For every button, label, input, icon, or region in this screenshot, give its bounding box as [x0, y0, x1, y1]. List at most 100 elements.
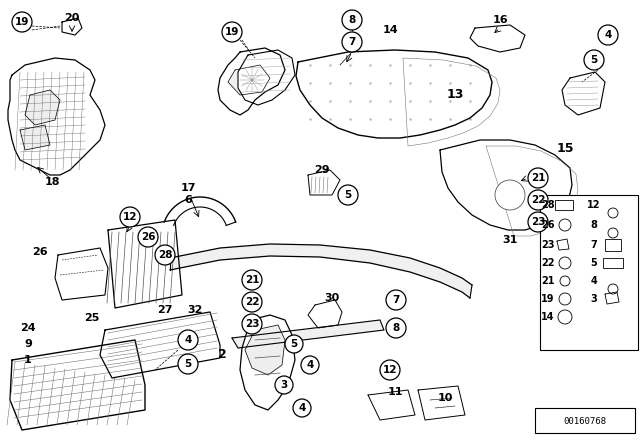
Polygon shape [238, 50, 295, 105]
Text: 19: 19 [225, 27, 239, 37]
Text: 4: 4 [307, 360, 314, 370]
Circle shape [242, 270, 262, 290]
Polygon shape [440, 140, 572, 230]
Polygon shape [418, 386, 465, 420]
Polygon shape [8, 58, 105, 175]
Text: 5: 5 [591, 258, 597, 268]
Polygon shape [108, 220, 182, 308]
Text: 14: 14 [382, 25, 398, 35]
Circle shape [242, 314, 262, 334]
Circle shape [559, 293, 571, 305]
Text: 7: 7 [591, 240, 597, 250]
Text: 5: 5 [344, 190, 351, 200]
Bar [555, 200, 573, 210]
Bar [535, 408, 635, 433]
Text: 7: 7 [392, 295, 400, 305]
Polygon shape [25, 90, 60, 125]
Polygon shape [10, 340, 145, 430]
Text: 26: 26 [541, 220, 555, 230]
Text: 11: 11 [387, 387, 403, 397]
Circle shape [222, 22, 242, 42]
Text: 28: 28 [157, 250, 172, 260]
Circle shape [380, 360, 400, 380]
Circle shape [386, 290, 406, 310]
Polygon shape [605, 292, 619, 304]
Text: 16: 16 [492, 15, 508, 25]
Circle shape [155, 245, 175, 265]
Polygon shape [170, 244, 472, 298]
Circle shape [598, 25, 618, 45]
Text: 26: 26 [32, 247, 48, 257]
Text: 23: 23 [531, 217, 545, 227]
Text: 19: 19 [541, 294, 555, 304]
Text: 31: 31 [502, 235, 518, 245]
Text: 00160768: 00160768 [563, 417, 607, 426]
Circle shape [138, 227, 158, 247]
Polygon shape [562, 72, 605, 115]
Text: 21: 21 [531, 173, 545, 183]
Text: 32: 32 [188, 305, 203, 315]
Text: 22: 22 [531, 195, 545, 205]
Circle shape [495, 180, 525, 210]
Polygon shape [470, 25, 525, 52]
Text: 7: 7 [348, 37, 356, 47]
Circle shape [559, 257, 571, 269]
Text: 4: 4 [604, 30, 612, 40]
Text: 4: 4 [184, 335, 192, 345]
Polygon shape [20, 125, 50, 150]
Circle shape [342, 10, 362, 30]
Text: 1: 1 [24, 355, 32, 365]
Text: 4: 4 [298, 403, 306, 413]
Text: 3: 3 [280, 380, 287, 390]
Text: 23: 23 [541, 240, 555, 250]
Text: 8: 8 [392, 323, 399, 333]
Text: 8: 8 [591, 220, 597, 230]
Text: 29: 29 [314, 165, 330, 175]
Circle shape [559, 219, 571, 231]
Text: 2: 2 [218, 349, 227, 362]
Polygon shape [296, 50, 492, 138]
Polygon shape [308, 170, 340, 195]
Text: 5: 5 [590, 55, 598, 65]
Text: 27: 27 [157, 305, 173, 315]
Circle shape [386, 318, 406, 338]
Text: 30: 30 [324, 293, 340, 303]
Text: 21: 21 [244, 275, 259, 285]
Text: 15: 15 [556, 142, 573, 155]
Polygon shape [232, 320, 384, 348]
Circle shape [242, 292, 262, 312]
Polygon shape [368, 390, 415, 420]
Circle shape [608, 208, 618, 218]
Circle shape [12, 12, 32, 32]
Text: 18: 18 [44, 177, 60, 187]
Text: 9: 9 [24, 339, 32, 349]
Text: 22: 22 [541, 258, 555, 268]
Text: 17: 17 [180, 183, 196, 193]
Text: 5: 5 [291, 339, 298, 349]
Polygon shape [245, 325, 285, 375]
Text: 13: 13 [446, 89, 464, 102]
Text: 20: 20 [64, 13, 80, 23]
Text: 26: 26 [141, 232, 156, 242]
Circle shape [528, 168, 548, 188]
Text: 24: 24 [20, 323, 36, 333]
Circle shape [558, 310, 572, 324]
Circle shape [608, 228, 618, 238]
Text: 21: 21 [541, 276, 555, 286]
Text: 25: 25 [84, 313, 100, 323]
Polygon shape [62, 18, 82, 35]
Bar [605, 239, 621, 251]
Polygon shape [308, 300, 342, 328]
Text: 12: 12 [383, 365, 397, 375]
Text: 12: 12 [123, 212, 137, 222]
Polygon shape [240, 315, 295, 410]
Polygon shape [55, 248, 108, 300]
Text: 6: 6 [184, 195, 192, 205]
Circle shape [528, 190, 548, 210]
Circle shape [584, 50, 604, 70]
Circle shape [528, 212, 548, 232]
Polygon shape [218, 48, 285, 115]
Text: 3: 3 [591, 294, 597, 304]
Circle shape [120, 207, 140, 227]
Circle shape [178, 330, 198, 350]
